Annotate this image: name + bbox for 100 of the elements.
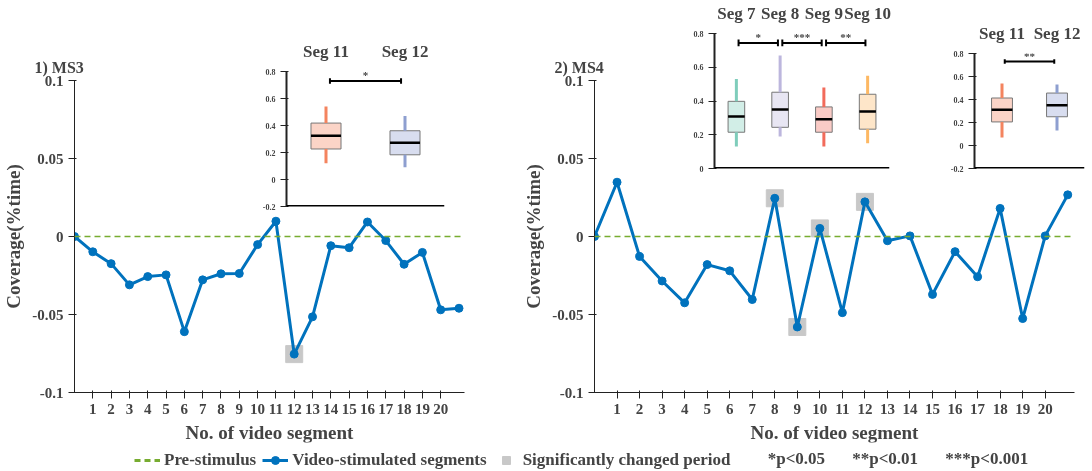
x-tick-label: 18: [992, 400, 1008, 417]
x-tick-label: 19: [1015, 400, 1031, 417]
x-tick-label: Seg 12: [381, 41, 429, 61]
y-tick-label: 0: [271, 175, 276, 185]
x-tick-label: 12: [286, 400, 302, 417]
x-tick-label: 6: [725, 400, 734, 417]
point: [747, 295, 757, 305]
text: **p<0.01: [852, 448, 919, 468]
x-tick-label: 20: [433, 400, 449, 417]
text: ***p<0.001: [945, 448, 1029, 468]
x-tick-label: 7: [748, 400, 757, 417]
point: [143, 272, 153, 282]
point: [198, 275, 208, 285]
y-tick-label: -0.05: [32, 306, 64, 323]
point: [995, 203, 1005, 213]
y-tick-label: -0.05: [552, 306, 584, 323]
x-tick-label: 1: [613, 400, 621, 417]
x-tick-label: 9: [235, 400, 244, 417]
x-tick-label: 4: [143, 400, 152, 417]
x-tick-label: 17: [970, 400, 986, 417]
y-tick-label: 0.05: [37, 150, 64, 167]
x-tick-label: 14: [323, 400, 339, 417]
y-tick-label: 0.2: [693, 130, 704, 140]
x-tick-label: 20: [1037, 400, 1053, 417]
point: [612, 177, 622, 187]
point: [234, 268, 244, 278]
x-tick-label: 10: [250, 400, 266, 417]
y-tick-label: 0.4: [693, 97, 704, 106]
point: [344, 243, 354, 253]
point: [928, 289, 938, 299]
legend-label: Significantly changed period: [522, 450, 731, 470]
y-tick-label: -0.1: [39, 384, 64, 401]
x-tick-label: 11: [835, 400, 850, 417]
y-tick-label: 0.4: [265, 121, 276, 131]
point: [216, 269, 226, 279]
x-tick-label: 14: [902, 400, 918, 417]
point: [271, 216, 281, 226]
point: [702, 260, 712, 270]
annotation: *: [362, 68, 369, 81]
y-tick-label: 0.2: [265, 148, 276, 158]
point: [417, 247, 427, 257]
x-tick-label: 19: [414, 400, 430, 417]
legend-label: Video-stimulated segments: [292, 450, 487, 470]
x-tick-label: 10: [812, 400, 828, 417]
point: [253, 240, 263, 250]
x-tick-label: 15: [341, 400, 357, 417]
point: [124, 280, 134, 290]
point: [1040, 231, 1050, 241]
annotation: ***: [793, 30, 811, 43]
point: [657, 276, 667, 286]
point: [381, 236, 391, 246]
point: [973, 272, 983, 282]
point: [88, 247, 98, 257]
y-tick-label: -0.2: [950, 164, 964, 174]
x-tick-label: Seg 7: [717, 3, 756, 23]
y-tick-label: 0: [576, 228, 584, 245]
x-tick-label: 18: [396, 400, 412, 417]
x-tick-label: 3: [125, 400, 134, 417]
x-tick-label: 12: [857, 400, 873, 417]
y-tick-label: 0.6: [265, 94, 276, 104]
x-tick-label: 13: [305, 400, 321, 417]
point: [326, 241, 336, 251]
y-tick-label: -0.1: [559, 384, 584, 401]
x-tick-label: 17: [378, 400, 394, 417]
x-axis-title: No. of video segment: [185, 421, 355, 443]
legend-label: Pre-stimulus: [164, 450, 257, 470]
point: [308, 312, 318, 322]
x-tick-label: Seg 9: [804, 3, 843, 23]
point: [436, 305, 446, 315]
x-tick-label: 2: [635, 400, 644, 417]
x-tick-label: 6: [180, 400, 189, 417]
y-tick-label: 0: [699, 164, 704, 174]
point: [950, 247, 960, 257]
point: [454, 303, 464, 313]
point: [1018, 314, 1028, 324]
y-tick-label: 0.8: [265, 67, 276, 77]
y-tick-label: 0.8: [693, 29, 704, 39]
point: [680, 298, 690, 308]
y-tick-label: 0.2: [953, 118, 964, 128]
annotation: *: [755, 30, 762, 43]
x-tick-label: 16: [359, 400, 376, 417]
chart-title: 2) MS4: [554, 58, 604, 77]
point: [635, 251, 645, 261]
x-tick-label: 8: [217, 400, 225, 417]
x-tick-label: 8: [771, 400, 779, 417]
x-tick-label: Seg 12: [1033, 23, 1081, 43]
x-tick-label: 5: [703, 400, 711, 417]
x-tick-label: 3: [658, 400, 666, 417]
x-tick-label: 1: [89, 400, 97, 417]
y-tick-label: 0.4: [953, 95, 964, 105]
x-tick-label: Seg 11: [303, 41, 349, 61]
x-tick-label: 15: [925, 400, 941, 417]
x-tick-label: 16: [947, 400, 964, 417]
x-tick-label: Seg 10: [844, 3, 891, 23]
y-axis-title: Coverage(%time): [3, 164, 26, 309]
point: [161, 270, 171, 280]
x-tick-label: 2: [107, 400, 115, 417]
x-tick-label: 11: [268, 400, 284, 417]
x-tick-label: 5: [162, 400, 170, 417]
x-tick-label: 7: [198, 400, 207, 417]
